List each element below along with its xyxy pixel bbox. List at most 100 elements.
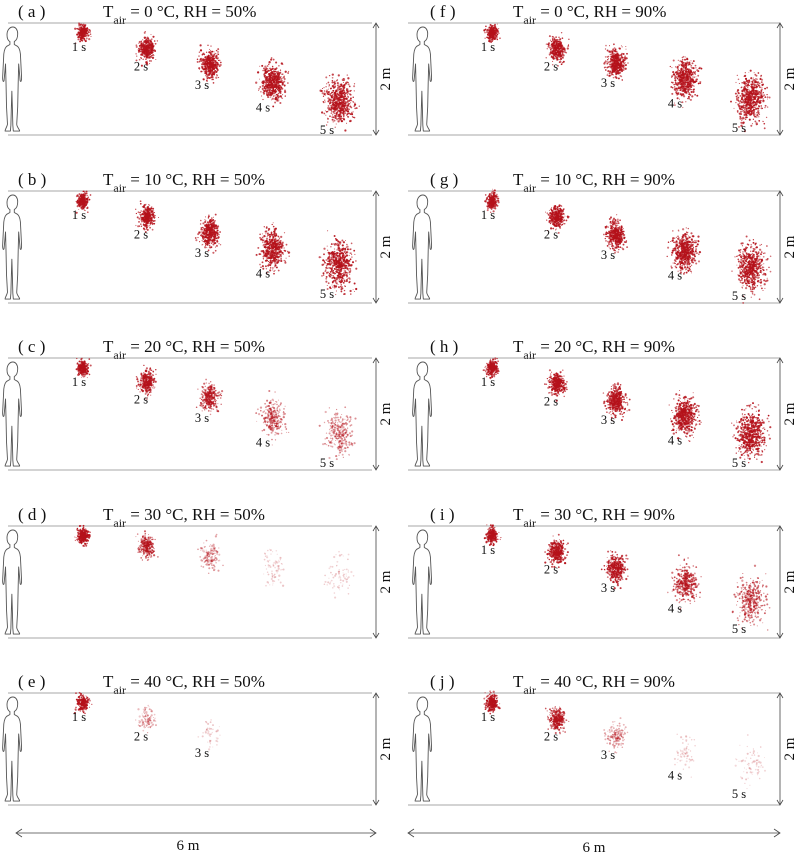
droplet bbox=[284, 70, 287, 73]
droplet bbox=[349, 120, 351, 122]
droplet bbox=[274, 86, 276, 88]
droplet bbox=[86, 29, 88, 32]
droplet bbox=[214, 220, 216, 222]
droplet bbox=[216, 231, 219, 235]
droplet bbox=[345, 250, 347, 252]
droplet bbox=[344, 252, 347, 255]
droplet bbox=[343, 89, 345, 92]
droplet bbox=[200, 234, 202, 236]
droplet bbox=[150, 54, 153, 57]
droplet bbox=[346, 258, 348, 260]
droplet bbox=[216, 57, 219, 60]
droplet bbox=[348, 270, 351, 274]
droplet bbox=[334, 252, 337, 255]
droplet bbox=[149, 390, 152, 393]
droplet bbox=[144, 209, 146, 212]
droplet bbox=[204, 232, 207, 235]
droplet bbox=[210, 242, 213, 244]
droplet bbox=[136, 377, 138, 379]
droplet bbox=[331, 114, 334, 116]
droplet bbox=[142, 55, 145, 57]
droplet bbox=[205, 75, 207, 77]
droplet bbox=[331, 254, 334, 257]
droplet bbox=[217, 63, 220, 65]
droplet bbox=[217, 236, 220, 239]
droplet bbox=[212, 251, 215, 254]
droplet bbox=[333, 265, 335, 267]
droplet bbox=[217, 51, 219, 53]
droplet bbox=[343, 79, 345, 81]
droplet bbox=[78, 369, 81, 372]
droplet bbox=[270, 76, 273, 79]
droplet bbox=[147, 389, 150, 392]
droplet bbox=[274, 252, 277, 255]
droplet bbox=[332, 86, 335, 89]
droplet bbox=[265, 257, 268, 259]
droplet bbox=[204, 71, 206, 73]
droplet bbox=[204, 234, 206, 236]
droplet-cloud-2s: 2 s bbox=[134, 200, 160, 242]
droplet bbox=[325, 259, 328, 261]
droplet bbox=[283, 247, 285, 249]
droplet bbox=[334, 250, 336, 253]
droplet bbox=[217, 70, 219, 71]
droplet bbox=[197, 233, 200, 236]
droplet bbox=[85, 370, 87, 372]
droplet bbox=[341, 247, 344, 250]
droplet bbox=[266, 253, 269, 256]
droplet bbox=[150, 52, 152, 54]
droplet bbox=[140, 373, 143, 375]
droplet bbox=[330, 104, 333, 107]
droplet bbox=[78, 35, 80, 37]
droplet bbox=[331, 116, 333, 118]
droplet bbox=[77, 365, 80, 368]
droplet bbox=[80, 35, 82, 37]
droplet bbox=[340, 103, 343, 106]
droplet bbox=[259, 86, 262, 88]
droplet bbox=[143, 37, 146, 39]
droplet-cloud-1s: 1 s bbox=[72, 190, 92, 222]
droplet bbox=[145, 208, 148, 212]
droplet bbox=[281, 244, 283, 246]
droplet bbox=[325, 277, 328, 280]
droplet bbox=[274, 101, 277, 104]
droplet bbox=[337, 102, 339, 104]
droplet bbox=[268, 252, 270, 254]
droplet bbox=[215, 400, 217, 402]
droplet bbox=[143, 372, 145, 374]
droplet bbox=[273, 241, 276, 244]
droplet bbox=[217, 410, 220, 413]
droplet bbox=[78, 32, 80, 34]
droplet bbox=[142, 379, 145, 381]
droplet bbox=[81, 33, 84, 36]
time-label: 1 s bbox=[72, 375, 86, 389]
droplet bbox=[270, 81, 272, 83]
droplet bbox=[277, 269, 280, 272]
droplet bbox=[346, 259, 348, 261]
droplet bbox=[340, 117, 342, 119]
droplet bbox=[349, 268, 351, 270]
droplet bbox=[271, 97, 274, 100]
droplet bbox=[146, 222, 149, 225]
droplet bbox=[277, 88, 280, 91]
droplet bbox=[152, 216, 155, 218]
droplet bbox=[135, 59, 138, 62]
droplet bbox=[270, 255, 273, 257]
droplet bbox=[213, 227, 216, 230]
droplet bbox=[326, 83, 328, 85]
droplet bbox=[268, 263, 270, 265]
droplet bbox=[288, 255, 290, 257]
droplet bbox=[336, 271, 339, 273]
droplet bbox=[203, 227, 205, 230]
droplet bbox=[269, 243, 272, 246]
droplet bbox=[140, 216, 143, 219]
droplet bbox=[344, 262, 346, 264]
droplet bbox=[274, 235, 277, 238]
droplet bbox=[79, 40, 82, 43]
droplet bbox=[266, 259, 269, 262]
droplet bbox=[81, 201, 84, 204]
droplet bbox=[145, 41, 147, 43]
droplet bbox=[149, 56, 152, 58]
droplet bbox=[155, 369, 157, 371]
droplet bbox=[339, 258, 341, 261]
